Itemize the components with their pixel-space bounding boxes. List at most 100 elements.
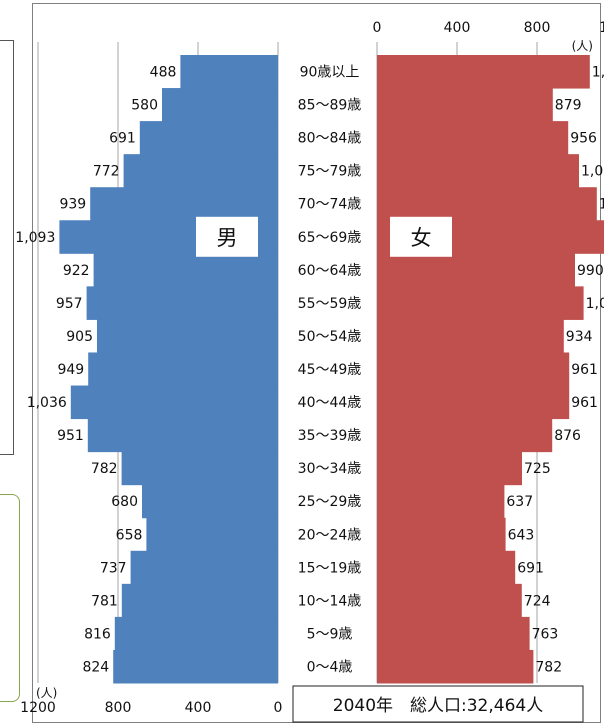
data-label-male: 680 — [111, 494, 138, 510]
data-label-male: 1,093 — [15, 230, 55, 246]
bar-male — [90, 187, 278, 221]
bar-female — [377, 583, 522, 618]
tick-label-bottom: 0 — [274, 700, 283, 716]
data-label-female: 879 — [555, 98, 582, 114]
bar-female — [377, 253, 575, 287]
age-label: 20～24歳 — [298, 527, 362, 543]
series-tag-male: 男 — [217, 226, 238, 250]
bar-female — [377, 484, 505, 519]
data-label-male: 922 — [63, 263, 90, 279]
series-tag-female: 女 — [411, 226, 432, 250]
data-label-male: 905 — [66, 329, 93, 345]
bar-male — [130, 550, 278, 585]
bar-female — [377, 319, 564, 353]
series-tag-box-male — [196, 216, 258, 257]
bar-male — [70, 385, 278, 420]
age-label: 75～79歳 — [298, 164, 362, 180]
data-label-female: 934 — [566, 329, 593, 345]
data-label-male: 816 — [84, 626, 111, 642]
bar-female — [377, 517, 506, 552]
data-label-female: 782 — [535, 659, 562, 675]
bar-male — [162, 88, 278, 122]
tick-label-top: 0 — [373, 20, 382, 36]
data-label-male: 939 — [59, 197, 86, 213]
age-label: 60～64歳 — [298, 263, 362, 279]
series-tag-box-female — [390, 216, 452, 257]
data-label-male: 658 — [116, 527, 143, 543]
bar-female — [377, 451, 522, 486]
unit-label-bottom: (人) — [36, 686, 57, 700]
chart-caption: 2040年 総人口:32,464人 — [333, 696, 543, 716]
bar-male — [121, 451, 278, 486]
data-label-male: 691 — [109, 131, 136, 147]
data-label-male: 782 — [91, 461, 118, 477]
age-label: 15～19歳 — [298, 560, 362, 576]
bar-male — [88, 352, 278, 387]
data-label-male: 781 — [91, 593, 118, 609]
left-panel-frame — [0, 40, 14, 455]
data-label-female: 1,064 — [592, 65, 604, 81]
bar-male — [139, 121, 278, 155]
age-label: 45～49歳 — [298, 362, 362, 378]
data-label-female: 961 — [571, 395, 598, 411]
data-label-female: 876 — [554, 428, 581, 444]
data-label-male: 949 — [57, 362, 84, 378]
age-label: 30～34歳 — [298, 461, 362, 477]
age-label: 85～89歳 — [298, 98, 362, 114]
data-label-male: 737 — [100, 560, 127, 576]
bar-female — [377, 550, 516, 585]
bar-male — [113, 649, 278, 684]
tick-label-bottom: 1200 — [20, 700, 56, 716]
data-label-female: 1,033 — [586, 296, 604, 312]
bar-female — [377, 88, 553, 122]
bar-female — [377, 121, 569, 155]
data-label-female: 725 — [524, 461, 551, 477]
data-label-female: 691 — [517, 560, 544, 576]
age-label: 90歳以上 — [300, 65, 360, 81]
age-label: 25～29歳 — [298, 494, 362, 510]
age-label: 80～84歳 — [298, 131, 362, 147]
data-label-female: 990 — [577, 263, 604, 279]
bar-male — [114, 616, 278, 651]
age-label: 0～4歳 — [307, 659, 353, 675]
data-label-female: 763 — [532, 626, 559, 642]
bar-female — [377, 418, 553, 453]
data-label-female: 637 — [506, 494, 533, 510]
data-label-male: 824 — [82, 659, 109, 675]
data-label-female: 643 — [508, 527, 535, 543]
bar-male — [87, 418, 278, 453]
bar-female — [377, 352, 570, 387]
tick-label-bottom: 800 — [105, 700, 132, 716]
data-label-male: 951 — [57, 428, 84, 444]
age-label: 55～59歳 — [298, 296, 362, 312]
data-label-female: 956 — [570, 131, 597, 147]
data-label-female: 724 — [524, 593, 551, 609]
tick-label-top: 800 — [524, 20, 551, 36]
bar-male — [121, 583, 278, 618]
age-label: 10～14歳 — [298, 593, 362, 609]
bar-male — [93, 253, 278, 287]
data-label-male: 580 — [131, 98, 158, 114]
age-label: 40～44歳 — [298, 395, 362, 411]
bar-female — [377, 616, 530, 651]
bar-female — [377, 187, 597, 221]
tick-label-top: 400 — [444, 20, 471, 36]
bar-female — [377, 385, 570, 420]
data-label-male: 772 — [93, 164, 120, 180]
bar-male — [146, 517, 278, 552]
data-label-male: 957 — [56, 296, 83, 312]
age-label: 65～69歳 — [298, 230, 362, 246]
data-label-female: 1,099 — [599, 197, 604, 213]
age-label: 5～9歳 — [307, 626, 353, 642]
bar-male — [180, 55, 278, 89]
bar-female — [377, 154, 579, 188]
tick-label-bottom: 400 — [185, 700, 212, 716]
age-label: 70～74歳 — [298, 197, 362, 213]
data-label-male: 488 — [150, 65, 177, 81]
caption-box — [292, 685, 584, 723]
bar-female — [377, 55, 590, 89]
bar-female — [377, 649, 534, 684]
bar-male — [97, 319, 278, 353]
data-label-female: 1,010 — [581, 164, 604, 180]
